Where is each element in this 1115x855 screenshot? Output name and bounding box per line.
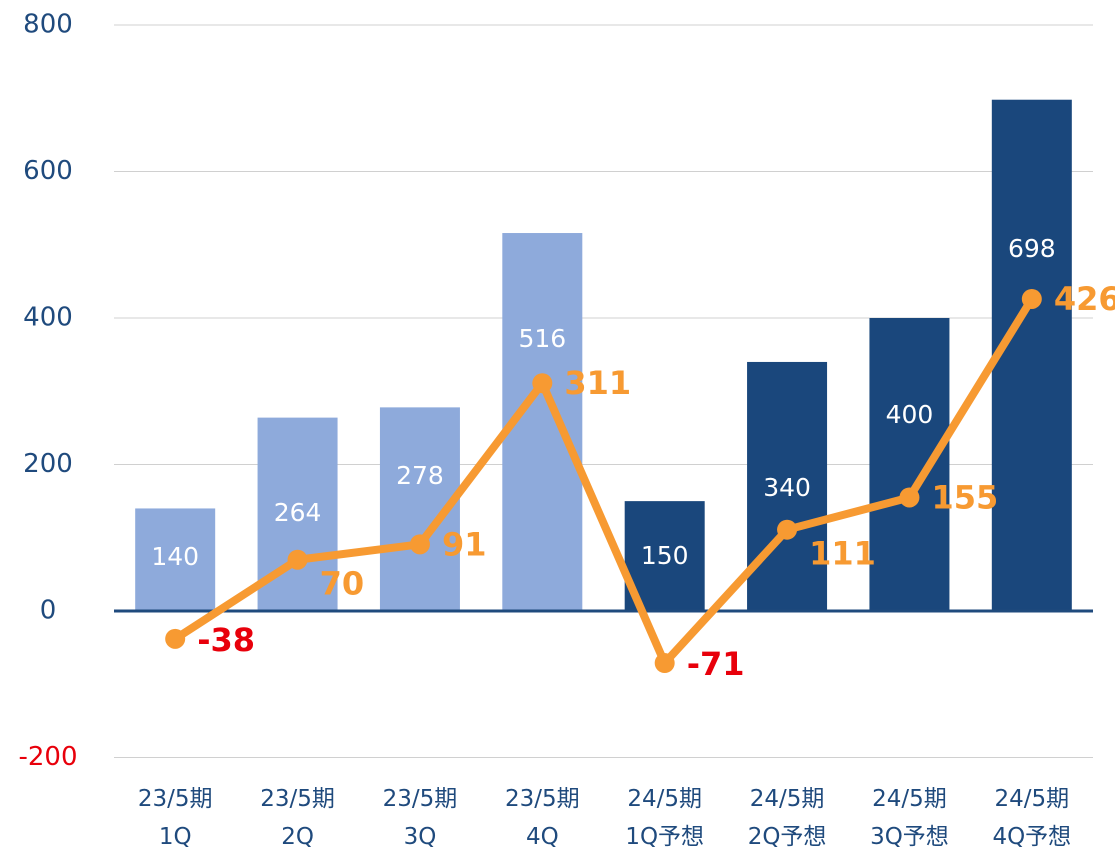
line-value-label: 311 bbox=[564, 364, 631, 402]
line-point bbox=[409, 534, 430, 555]
line-point bbox=[165, 628, 186, 649]
bar-value-label: 698 bbox=[1008, 234, 1056, 263]
bar-value-label: 340 bbox=[763, 473, 811, 502]
line-value-label: 70 bbox=[320, 565, 365, 603]
line-value-label: 155 bbox=[931, 478, 998, 516]
line-point bbox=[532, 373, 553, 394]
x-tick-label: 23/5期 2Q bbox=[260, 786, 335, 850]
line-point bbox=[899, 487, 920, 508]
x-tick-label: 24/5期 2Q予想 bbox=[747, 786, 827, 850]
bar-value-label: 264 bbox=[274, 498, 322, 527]
bar-value-label: 278 bbox=[396, 461, 444, 490]
y-tick-label: -200 bbox=[18, 742, 77, 772]
line-value-label: -38 bbox=[197, 621, 255, 659]
bar-value-label: 150 bbox=[641, 541, 689, 570]
bar-value-label: 400 bbox=[886, 400, 934, 429]
x-tick-label: 24/5期 4Q予想 bbox=[992, 786, 1072, 850]
x-tick-label: 23/5期 3Q bbox=[382, 786, 458, 850]
bar bbox=[869, 318, 950, 611]
y-tick-label: 200 bbox=[23, 449, 73, 479]
line bbox=[173, 296, 1036, 668]
bar bbox=[991, 99, 1072, 611]
line-point bbox=[777, 519, 798, 540]
bar bbox=[135, 508, 216, 611]
line-value-label: 426 bbox=[1054, 280, 1115, 318]
y-tick-label: 800 bbox=[23, 10, 73, 40]
y-tick-label: 0 bbox=[40, 596, 57, 626]
line-value-label: -71 bbox=[687, 645, 745, 683]
y-tick-label: 600 bbox=[23, 156, 73, 186]
x-tick-label: 24/5期 1Q予想 bbox=[625, 786, 705, 850]
line-value-label: 111 bbox=[809, 535, 876, 573]
line-point bbox=[287, 549, 308, 570]
x-tick-label: 24/5期 3Q予想 bbox=[870, 786, 949, 850]
line-point bbox=[654, 653, 675, 674]
x-tick-label: 23/5期 4Q bbox=[504, 786, 580, 850]
bar-value-label: 140 bbox=[151, 542, 199, 571]
y-tick-label: 400 bbox=[23, 303, 73, 333]
bar bbox=[747, 361, 828, 611]
line-point bbox=[1021, 288, 1042, 309]
line-value-label: 91 bbox=[442, 525, 487, 563]
x-tick-label: 23/5期 1Q bbox=[137, 786, 213, 850]
bar-value-label: 516 bbox=[518, 324, 566, 353]
